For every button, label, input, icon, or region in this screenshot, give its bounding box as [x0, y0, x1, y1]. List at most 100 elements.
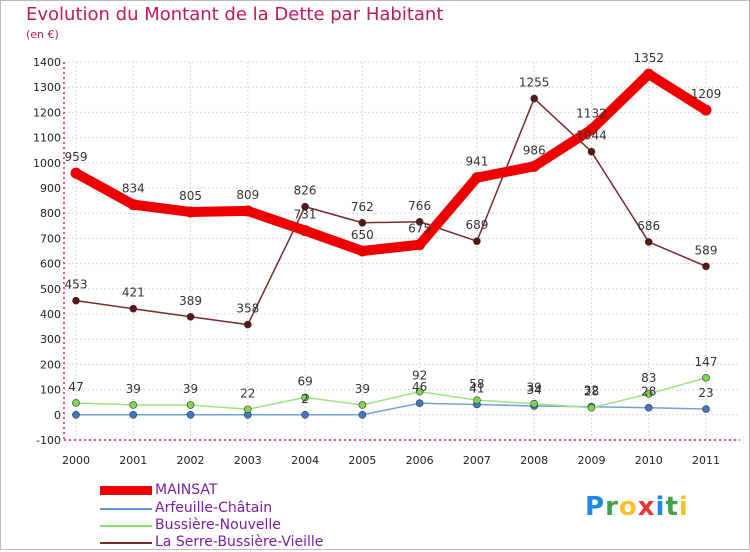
- legend-swatch: [100, 542, 152, 544]
- series-line-0: [71, 69, 711, 256]
- data-point: [644, 390, 653, 398]
- data-point: [530, 94, 538, 103]
- data-point: [528, 160, 540, 172]
- x-tick-label: 2011: [692, 454, 720, 467]
- chart-title: Evolution du Montant de la Dette par Hab…: [26, 4, 444, 25]
- data-label: 1255: [519, 76, 550, 90]
- data-label: 2: [301, 392, 309, 406]
- data-label: 28: [641, 385, 656, 399]
- proxiti-logo: Proxiti: [585, 492, 689, 522]
- logo-letter: t: [665, 492, 679, 522]
- y-tick-label: 1300: [33, 81, 61, 94]
- data-label: 1352: [633, 51, 664, 65]
- data-label: 32: [584, 384, 599, 398]
- data-label: 453: [65, 278, 88, 292]
- chart-subtitle: (en €): [26, 28, 59, 41]
- series-line-1: [75, 402, 707, 416]
- data-label: 766: [408, 199, 431, 213]
- data-label: 809: [236, 188, 259, 202]
- data-label: 46: [412, 380, 427, 394]
- x-tick-label: 2008: [520, 454, 548, 467]
- data-label: 34: [527, 383, 542, 397]
- data-point: [301, 410, 309, 419]
- x-tick-label: 2000: [62, 454, 90, 467]
- data-label: 39: [183, 382, 198, 396]
- data-point: [700, 104, 712, 116]
- legend-label: La Serre-Bussière-Vieille: [155, 534, 324, 550]
- series-line-2: [75, 377, 707, 411]
- y-tick-label: 1200: [33, 106, 61, 119]
- logo-letter: x: [637, 492, 656, 522]
- y-tick-label: 0: [54, 409, 61, 422]
- data-point: [644, 238, 653, 246]
- data-point: [356, 245, 368, 257]
- data-label: 834: [122, 182, 145, 196]
- data-label: 650: [351, 228, 374, 242]
- data-label: 28: [584, 385, 599, 399]
- data-point: [644, 403, 653, 412]
- data-label: 389: [179, 294, 202, 308]
- data-label: 1209: [691, 87, 722, 101]
- data-label: 1132: [576, 107, 607, 121]
- legend-swatch: [100, 486, 152, 495]
- y-tick-label: 500: [40, 283, 61, 296]
- data-label: 147: [695, 355, 718, 369]
- data-point: [72, 296, 80, 305]
- legend-label: Bussière-Nouvelle: [155, 517, 281, 533]
- data-label: 47: [68, 380, 83, 394]
- y-tick-label: 400: [40, 308, 61, 321]
- logo-letter: P: [585, 492, 606, 522]
- data-label: 762: [351, 200, 374, 214]
- data-label: 421: [122, 286, 145, 300]
- data-label: 986: [523, 143, 546, 157]
- data-point: [415, 217, 424, 226]
- data-point: [72, 410, 80, 419]
- data-point: [72, 399, 80, 407]
- series: [70, 68, 712, 419]
- data-point: [244, 320, 252, 329]
- series-line-3: [75, 97, 707, 326]
- data-point: [643, 68, 655, 80]
- data-point: [185, 206, 197, 218]
- data-label: 39: [126, 382, 141, 396]
- data-point: [70, 167, 82, 179]
- legend-swatch: [100, 525, 152, 527]
- data-label: 39: [527, 381, 542, 395]
- x-tick-label: 2004: [291, 454, 319, 467]
- data-point: [473, 396, 481, 404]
- y-tick-label: 800: [40, 207, 61, 220]
- y-tick-label: 700: [40, 232, 61, 245]
- x-tick-label: 2002: [177, 454, 205, 467]
- data-label: 22: [240, 386, 255, 400]
- legend-swatch: [100, 508, 152, 510]
- x-tick-label: 2005: [348, 454, 376, 467]
- data-label: 959: [65, 150, 88, 164]
- data-point: [242, 205, 254, 217]
- data-labels: 959 834 805 809 731 650 675 941 986 1132 1352 1209 2…: [65, 51, 722, 406]
- data-label: 92: [412, 369, 427, 383]
- y-tick-label: 1000: [33, 157, 61, 170]
- data-label: 23: [698, 386, 713, 400]
- y-tick-label: 1100: [33, 132, 61, 145]
- data-point: [299, 225, 311, 237]
- data-label: 686: [637, 219, 660, 233]
- legend-label: MAINSAT: [155, 482, 218, 498]
- data-label: 805: [179, 189, 202, 203]
- data-label: 589: [695, 243, 718, 257]
- axes: -100 0 100 200 300 400 500 600 700 800 900 1000 1100…: [33, 56, 740, 467]
- data-label: 58: [469, 377, 484, 391]
- x-tick-label: 2003: [234, 454, 262, 467]
- data-point: [415, 387, 424, 396]
- data-label: 69: [297, 374, 312, 388]
- data-label: 941: [465, 155, 488, 169]
- data-point: [358, 218, 367, 227]
- y-tick-label: 900: [40, 182, 61, 195]
- logo-letter: r: [605, 492, 619, 522]
- data-point: [301, 202, 309, 211]
- data-point: [358, 401, 367, 409]
- y-tick-label: 600: [40, 258, 61, 271]
- data-point: [471, 172, 483, 184]
- data-point: [587, 147, 596, 156]
- data-label: 83: [641, 371, 656, 385]
- data-label: 41: [469, 381, 484, 395]
